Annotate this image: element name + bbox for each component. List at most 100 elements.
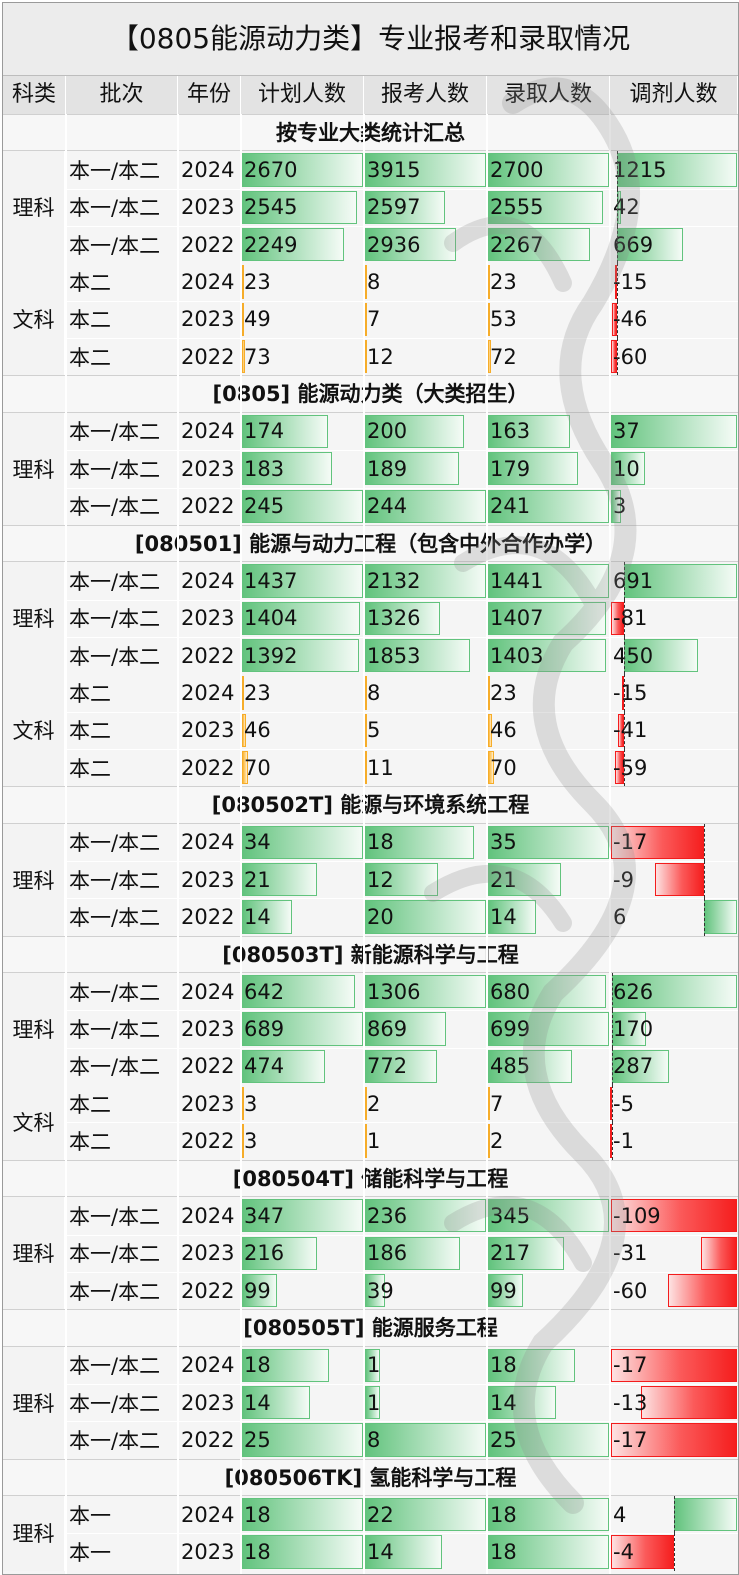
apply-cell: 772: [364, 1048, 487, 1085]
admit-value: 23: [490, 270, 517, 295]
adjust-bar: [611, 1423, 737, 1457]
batch-cell: 本二: [66, 338, 178, 375]
apply-cell: 1326: [364, 600, 487, 637]
plan-value: 23: [244, 680, 271, 705]
year-cell-text: 2024: [181, 568, 235, 593]
plan-cell: 3: [241, 1085, 364, 1122]
batch-cell-text: 本一/本二: [69, 159, 161, 184]
apply-cell: 244: [364, 488, 487, 525]
header-year: 年份: [178, 76, 241, 114]
batch-cell: 本二: [66, 749, 178, 786]
adjust-zero-axis: [704, 823, 706, 861]
column-divider: [65, 114, 67, 1574]
adjust-zero-axis: [674, 1495, 675, 1534]
admit-bar: [488, 302, 491, 337]
admit-value: 1403: [490, 643, 544, 668]
year-cell: 2024: [178, 1197, 241, 1234]
apply-bar: [365, 1535, 442, 1569]
admit-cell: 345: [487, 1197, 610, 1234]
admit-cell: 23: [487, 263, 610, 300]
admit-bar: [488, 1497, 609, 1532]
plan-cell: 216: [241, 1235, 364, 1272]
year-cell-text: 2023: [181, 718, 235, 743]
year-cell: 2024: [178, 263, 241, 300]
adjust-cell: 287: [610, 1047, 738, 1086]
admit-bar: [488, 900, 537, 934]
batch-cell-text: 本二: [69, 1092, 111, 1117]
adjust-cell: -31: [610, 1235, 738, 1272]
admit-bar: [488, 1124, 490, 1158]
batch-cell-text: 本二: [69, 345, 111, 370]
adjust-bar: [611, 340, 617, 374]
plan-bar: [242, 900, 292, 934]
batch-cell-text: 本二: [69, 308, 111, 333]
apply-cell: 14: [364, 1533, 487, 1570]
adjust-value: -15: [613, 270, 648, 295]
adjust-value: 626: [613, 979, 654, 1004]
year-cell: 2023: [178, 712, 241, 749]
apply-cell: 189: [364, 450, 487, 487]
apply-cell: 8: [364, 263, 487, 300]
year-cell: 2022: [178, 898, 241, 935]
admit-value: 1441: [490, 568, 544, 593]
apply-cell: 8: [364, 674, 487, 711]
plan-bar: [242, 1199, 363, 1233]
row-divider: [66, 1122, 738, 1124]
plan-value: 25: [244, 1427, 271, 1452]
adjust-cell: -15: [610, 263, 738, 301]
batch-cell-text: 本一/本二: [69, 196, 161, 221]
apply-bar: [365, 1049, 437, 1084]
row-divider: [66, 188, 738, 190]
adjust-value: 4: [613, 1502, 627, 1527]
batch-cell-text: 本一: [69, 1540, 111, 1565]
table-row: 本一/本二 2022 1392 1853 1403 450: [3, 636, 738, 675]
adjust-value: -60: [613, 1278, 648, 1303]
admit-bar: [488, 750, 494, 785]
apply-bar: [365, 489, 486, 523]
admit-value: 35: [490, 830, 517, 855]
plan-cell: 174: [241, 413, 364, 450]
apply-value: 186: [367, 1241, 408, 1266]
row-divider: [66, 861, 738, 862]
batch-cell: 本二: [66, 263, 178, 300]
admit-bar: [488, 190, 603, 225]
adjust-value: 10: [613, 456, 640, 481]
admit-value: 70: [490, 755, 517, 780]
row-divider: [66, 636, 738, 638]
year-cell-text: 2023: [181, 456, 235, 481]
apply-cell: 2597: [364, 189, 487, 226]
admit-bar: [488, 1049, 572, 1084]
apply-bar: [365, 1236, 461, 1270]
admit-bar: [488, 489, 609, 523]
batch-cell: 本一/本二: [66, 1048, 178, 1085]
apply-bar: [365, 1273, 385, 1308]
admit-cell: 485: [487, 1048, 610, 1085]
apply-value: 2936: [367, 232, 421, 257]
batch-cell-text: 本一/本二: [69, 1279, 161, 1304]
admit-cell: 217: [487, 1235, 610, 1272]
adjust-value: -31: [613, 1241, 648, 1266]
adjust-bar: [614, 265, 617, 299]
admit-value: 25: [490, 1427, 517, 1452]
apply-value: 8: [367, 1427, 381, 1452]
year-cell: 2023: [178, 1235, 241, 1272]
batch-cell-text: 本二: [69, 1130, 111, 1155]
batch-cell: 本一/本二: [66, 226, 178, 263]
year-cell: 2022: [178, 338, 241, 375]
batch-cell-text: 本二: [69, 719, 111, 744]
admit-value: 18: [490, 1502, 517, 1527]
plan-value: 18: [244, 1502, 271, 1527]
table-row: 本二 2024 23 8 23 -15: [3, 674, 738, 712]
adjust-bar: [611, 1049, 670, 1084]
year-cell: 2022: [178, 637, 241, 674]
section-title: [080505T] 能源服务工程: [3, 1309, 738, 1347]
apply-cell: 186: [364, 1235, 487, 1272]
plan-cell: 99: [241, 1272, 364, 1309]
adjust-cell: 691: [610, 562, 738, 600]
apply-value: 14: [367, 1539, 394, 1564]
plan-bar: [242, 1423, 363, 1457]
admit-value: 179: [490, 456, 531, 481]
apply-value: 1853: [367, 643, 421, 668]
apply-cell: 1: [364, 1347, 487, 1384]
admit-bar: [488, 1012, 609, 1046]
